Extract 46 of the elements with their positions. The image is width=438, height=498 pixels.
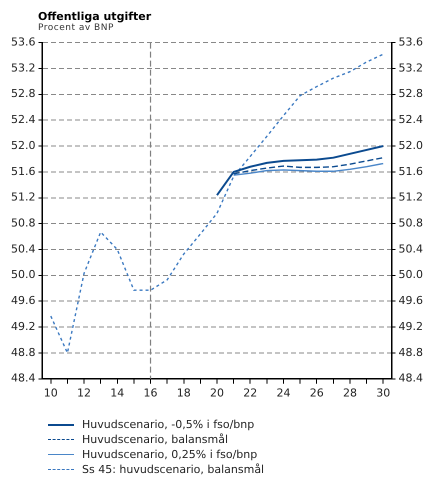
x-tick-label: 26 <box>310 386 324 400</box>
y2-tick-label: 53.6 <box>398 35 424 48</box>
x-tick-label: 16 <box>144 386 158 400</box>
y-tick-label: 49.2 <box>10 320 36 333</box>
x-tick-label: 14 <box>110 386 124 400</box>
x-tick-label: 28 <box>342 386 357 400</box>
y2-tick-label: 49.6 <box>398 294 424 308</box>
x-tick-label: 20 <box>210 386 224 400</box>
y2-tick-label: 52.0 <box>398 138 424 152</box>
x-tick-label: 10 <box>44 386 58 400</box>
legend-label: Huvudscenario, -0,5% i fso/bnp <box>82 418 254 431</box>
x-tick-label: 30 <box>376 386 390 400</box>
y-tick-label: 52.4 <box>10 113 36 126</box>
y-tick-label: 50.8 <box>10 216 36 230</box>
y-tick-label: 52.8 <box>10 87 36 100</box>
y-tick-label: 53.2 <box>10 61 36 74</box>
x-tick-label: 18 <box>176 386 191 400</box>
y-tick-label: 50.0 <box>10 268 36 282</box>
y2-tick-label: 48.4 <box>398 372 424 385</box>
y2-tick-label: 51.2 <box>398 190 424 204</box>
chart-title: Offentliga utgifter <box>37 10 152 23</box>
y-tick-label: 51.6 <box>10 164 36 178</box>
y2-tick-label: 52.4 <box>398 113 424 126</box>
y-tick-label: 53.6 <box>10 35 36 48</box>
y2-tick-label: 49.2 <box>398 320 424 333</box>
y2-tick-label: 50.4 <box>398 242 424 256</box>
y2-tick-label: 53.2 <box>398 61 424 74</box>
x-tick-label: 12 <box>77 386 92 400</box>
y-axis-title: Procent av BNP <box>37 23 115 33</box>
y2-tick-label: 50.8 <box>398 216 424 230</box>
y-tick-label: 48.8 <box>10 346 36 359</box>
y2-tick-label: 52.8 <box>398 87 424 100</box>
legend-label: Ss 45: huvudscenario, balansmål <box>82 463 264 476</box>
y-tick-label: 50.4 <box>10 242 36 256</box>
y-tick-label: 51.2 <box>10 190 36 204</box>
y2-tick-label: 48.8 <box>398 346 424 359</box>
x-tick-label: 24 <box>276 386 290 400</box>
x-tick-label: 22 <box>243 386 258 400</box>
y2-tick-label: 51.6 <box>398 164 424 178</box>
y-tick-label: 49.6 <box>10 294 36 308</box>
line-series <box>50 54 384 354</box>
y2-tick-label: 50.0 <box>398 268 424 282</box>
y-tick-label: 48.4 <box>10 372 36 385</box>
y-tick-label: 52.0 <box>10 138 36 152</box>
legend-label: Huvudscenario, 0,25% i fso/bnp <box>82 448 258 461</box>
legend-label: Huvudscenario, balansmål <box>82 433 228 446</box>
